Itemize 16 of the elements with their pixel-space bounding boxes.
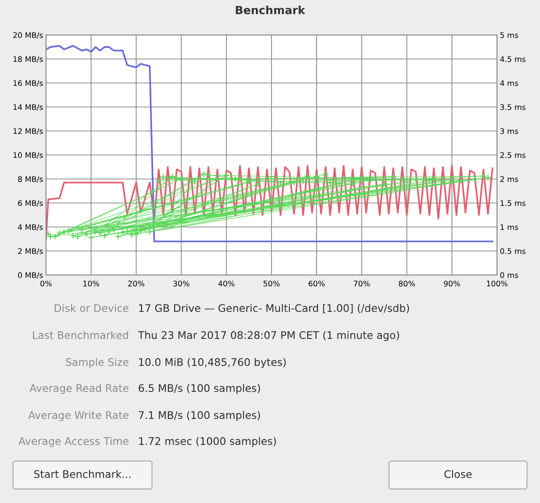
text: Average Write Rate	[28, 410, 128, 422]
text: Close	[444, 470, 472, 478]
text: Thu 23 Mar 2017 08:28:07 PM CET (1 minute ago)	[138, 330, 400, 342]
line-series	[46, 44, 494, 242]
text: Average Access Time	[18, 436, 128, 448]
text: Disk or Device	[54, 304, 128, 312]
chart-title: Benchmark	[236, 6, 306, 14]
text: 6.5 MB/s (100 samples)	[138, 384, 260, 394]
text: 1.72 msec (1000 samples)	[139, 436, 276, 448]
text: Sample Size	[66, 358, 128, 368]
text: Start Benchmark...	[34, 470, 130, 478]
text: Last Benchmarked	[33, 330, 128, 340]
text: 17 GB Drive — Generic- Multi-Card [1.00] (/dev/sdb)	[139, 304, 409, 314]
text: 7.1 MB/s (100 samples)	[138, 410, 260, 422]
text: 10.0 MiB (10,485,760 bytes)	[139, 358, 286, 368]
text: Average Read Rate	[30, 384, 128, 394]
